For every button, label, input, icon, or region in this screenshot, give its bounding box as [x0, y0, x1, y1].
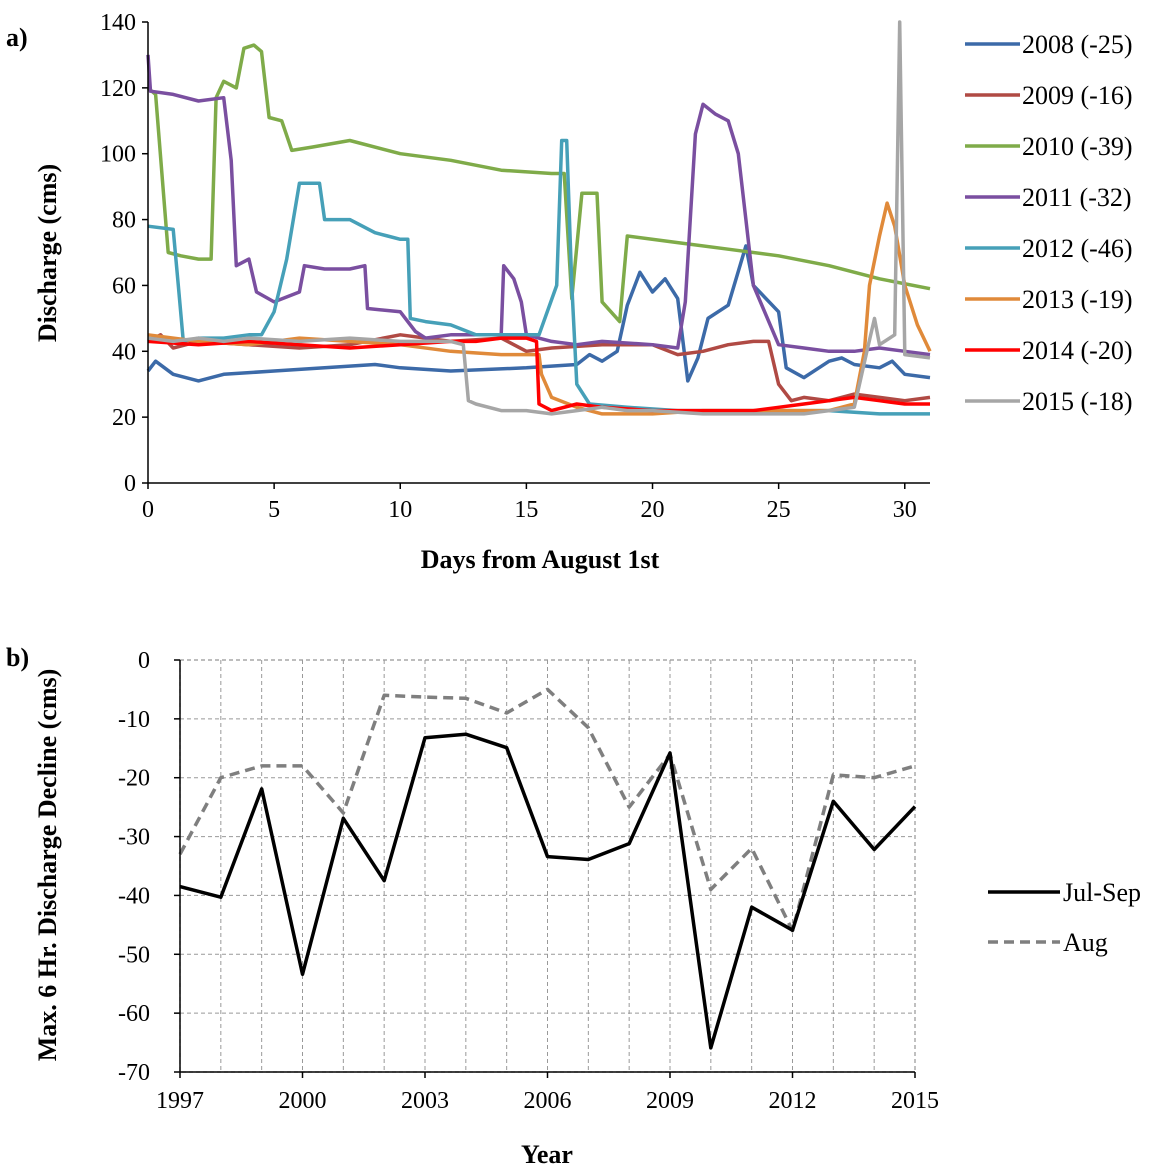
decline-legend: Jul-Sep Aug	[988, 878, 1141, 957]
series-line-2013-19	[147, 201, 932, 416]
x-tick-label: 25	[767, 497, 791, 523]
legend-entry-2009-16: 2009 (-16)	[965, 81, 1132, 110]
y-tick-label: 20	[112, 405, 136, 431]
decline-plot-area	[178, 687, 917, 1050]
legend-label: 2015 (-18)	[1022, 387, 1132, 416]
legend-entry-2010-39: 2010 (-39)	[965, 132, 1132, 161]
discharge-y-axis-title: Discharge (cms)	[33, 164, 62, 342]
legend-label: 2008 (-25)	[1022, 30, 1132, 59]
panel-b-label: b)	[6, 643, 29, 672]
discharge-plot-area	[146, 20, 932, 416]
discharge-axis-ticks: 0 20 40 60 80 100 120 140 0 5 10 15 20 25 30	[100, 10, 930, 523]
legend-entry-2015-18: 2015 (-18)	[965, 387, 1132, 416]
discharge-x-axis-title: Days from August 1st	[421, 545, 660, 574]
legend-entry-2012-46: 2012 (-46)	[965, 234, 1132, 263]
y-tick-label: -20	[118, 766, 150, 792]
legend-entry-2013-19: 2013 (-19)	[965, 285, 1132, 314]
y-tick-label: -30	[118, 825, 150, 851]
x-tick-label: 5	[268, 497, 280, 523]
y-tick-label: 40	[112, 339, 136, 365]
discharge-legend: 2008 (-25) 2009 (-16) 2010 (-39) 2011 (-32)…	[965, 30, 1132, 416]
x-tick-label: 1997	[156, 1088, 204, 1114]
series-line-2014-20	[147, 336, 930, 413]
legend-label: 2009 (-16)	[1022, 81, 1132, 110]
y-tick-label: 100	[100, 142, 136, 168]
x-tick-label: 2012	[769, 1088, 817, 1114]
x-tick-label: 10	[388, 497, 412, 523]
series-line-jul-sep	[179, 732, 917, 1050]
y-tick-label: 0	[138, 648, 150, 674]
legend-label: 2010 (-39)	[1022, 132, 1132, 161]
series-line-2008-25	[146, 244, 931, 383]
x-tick-label: 20	[641, 497, 665, 523]
y-tick-label: -60	[118, 1001, 150, 1027]
legend-label: 2011 (-32)	[1022, 183, 1132, 212]
series-line-2015-18	[147, 20, 931, 416]
y-tick-label: -50	[118, 942, 150, 968]
y-tick-label: -10	[118, 707, 150, 733]
y-tick-label: 0	[124, 471, 136, 497]
y-tick-label: -70	[118, 1060, 150, 1086]
decline-gridlines	[179, 659, 916, 1073]
series-line-2010-39	[146, 43, 931, 324]
legend-label: 2013 (-19)	[1022, 285, 1132, 314]
x-tick-label: 2003	[401, 1088, 449, 1114]
discharge-chart: a) 0 20 40 60 80 100 120 140 0 5 10 15 20 25 30 Discha…	[6, 10, 1132, 574]
legend-entry-2011-32: 2011 (-32)	[965, 183, 1132, 212]
legend-label: Aug	[1063, 928, 1108, 957]
y-tick-label: -40	[118, 883, 150, 909]
legend-entry-aug: Aug	[988, 928, 1108, 957]
x-tick-label: 2015	[891, 1088, 939, 1114]
legend-entry-jul-sep: Jul-Sep	[988, 878, 1141, 907]
x-tick-label: 15	[514, 497, 538, 523]
y-tick-label: 60	[112, 273, 136, 299]
x-tick-label: 30	[893, 497, 917, 523]
series-line-2012-46	[147, 138, 930, 416]
x-tick-label: 2000	[279, 1088, 327, 1114]
series-line-2011-32	[146, 54, 931, 357]
legend-entry-2014-20: 2014 (-20)	[965, 336, 1132, 365]
x-tick-label: 2009	[646, 1088, 694, 1114]
legend-label: 2014 (-20)	[1022, 336, 1132, 365]
x-tick-label: 0	[142, 497, 154, 523]
x-tick-label: 2006	[524, 1088, 572, 1114]
panel-a-label: a)	[6, 23, 28, 52]
y-tick-label: 80	[112, 208, 136, 234]
y-tick-label: 140	[100, 10, 136, 36]
decline-x-axis-title: Year	[521, 1140, 573, 1169]
decline-y-axis-title: Max. 6 Hr. Discharge Decline (cms)	[33, 669, 62, 1062]
legend-label: 2012 (-46)	[1022, 234, 1132, 263]
y-tick-label: 120	[100, 76, 136, 102]
legend-label: Jul-Sep	[1063, 878, 1141, 907]
legend-entry-2008-25: 2008 (-25)	[965, 30, 1132, 59]
